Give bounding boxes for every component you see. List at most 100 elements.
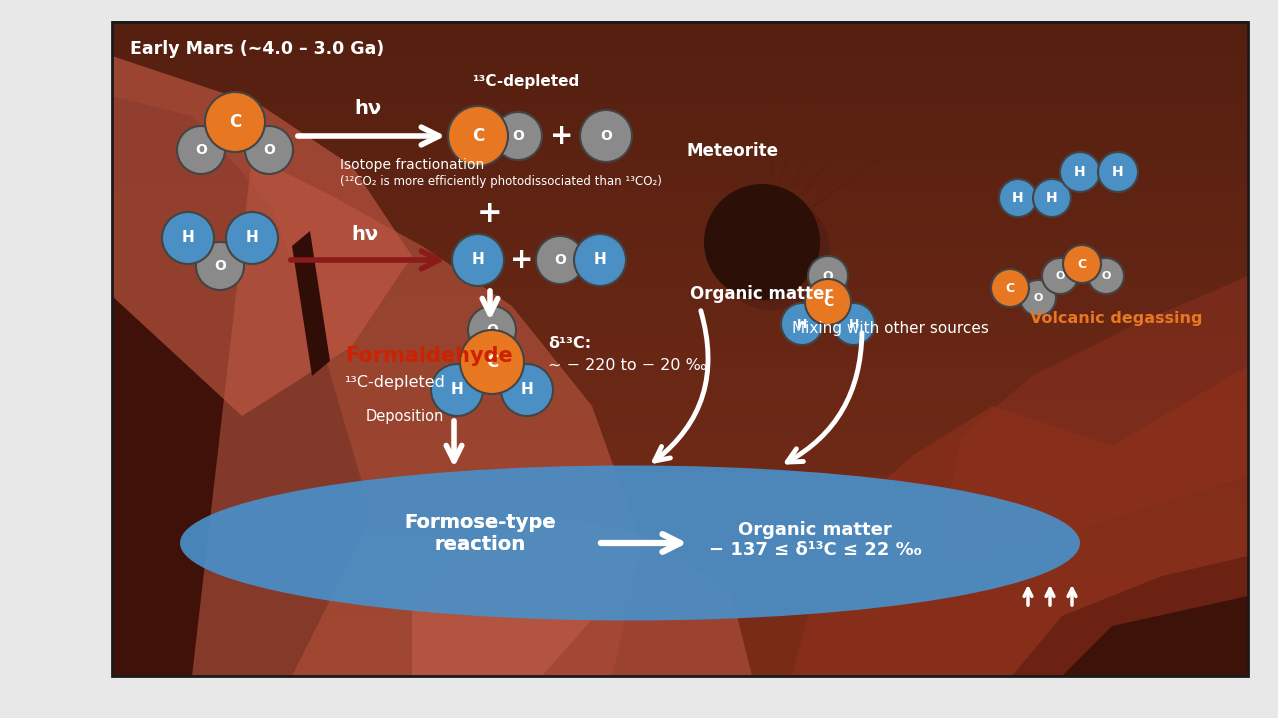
Bar bbox=[112, 293, 1249, 294]
Bar bbox=[112, 84, 1249, 85]
Circle shape bbox=[468, 306, 516, 354]
Bar bbox=[112, 401, 1249, 402]
Bar bbox=[112, 563, 1249, 564]
Text: C: C bbox=[472, 127, 484, 145]
Bar bbox=[112, 662, 1249, 663]
Bar bbox=[112, 511, 1249, 512]
Bar bbox=[112, 315, 1249, 316]
Bar bbox=[112, 455, 1249, 456]
Bar bbox=[112, 479, 1249, 480]
Bar bbox=[112, 637, 1249, 638]
Bar bbox=[112, 420, 1249, 421]
Circle shape bbox=[535, 236, 584, 284]
Bar bbox=[112, 583, 1249, 584]
Bar bbox=[112, 552, 1249, 553]
Circle shape bbox=[999, 179, 1036, 217]
Text: H: H bbox=[181, 230, 194, 246]
Bar bbox=[112, 25, 1249, 26]
Text: O: O bbox=[263, 143, 275, 157]
Bar bbox=[112, 39, 1249, 40]
Bar bbox=[112, 380, 1249, 381]
Bar bbox=[112, 447, 1249, 448]
Bar bbox=[112, 275, 1249, 276]
Bar bbox=[112, 75, 1249, 76]
Text: Formaldehyde: Formaldehyde bbox=[345, 346, 512, 366]
Bar bbox=[112, 460, 1249, 461]
Text: H: H bbox=[1012, 191, 1024, 205]
Bar bbox=[112, 183, 1249, 184]
Bar bbox=[112, 572, 1249, 573]
Bar bbox=[112, 423, 1249, 424]
Bar bbox=[112, 640, 1249, 641]
Bar bbox=[112, 185, 1249, 186]
Text: H: H bbox=[520, 383, 533, 398]
Bar bbox=[112, 241, 1249, 242]
Text: Organic matter: Organic matter bbox=[690, 285, 833, 303]
Bar bbox=[112, 278, 1249, 279]
Bar bbox=[112, 436, 1249, 437]
Bar bbox=[112, 145, 1249, 146]
Bar bbox=[112, 153, 1249, 154]
Bar bbox=[112, 77, 1249, 78]
Bar bbox=[112, 597, 1249, 598]
Circle shape bbox=[833, 303, 875, 345]
Bar bbox=[112, 471, 1249, 472]
Bar bbox=[112, 608, 1249, 609]
Bar bbox=[112, 60, 1249, 61]
Bar bbox=[112, 96, 1249, 97]
Bar bbox=[112, 617, 1249, 618]
Bar bbox=[112, 304, 1249, 305]
Bar bbox=[112, 204, 1249, 205]
Bar bbox=[112, 600, 1249, 601]
Bar bbox=[112, 227, 1249, 228]
Bar bbox=[112, 618, 1249, 619]
Bar bbox=[112, 56, 1249, 57]
Bar bbox=[112, 320, 1249, 321]
Bar bbox=[112, 91, 1249, 92]
Bar bbox=[112, 344, 1249, 345]
Bar bbox=[112, 492, 1249, 493]
Polygon shape bbox=[412, 516, 751, 676]
Bar bbox=[112, 414, 1249, 415]
Bar bbox=[112, 57, 1249, 58]
Text: +: + bbox=[551, 122, 574, 150]
Bar bbox=[112, 167, 1249, 168]
Bar bbox=[112, 398, 1249, 399]
Bar bbox=[112, 46, 1249, 47]
Bar bbox=[112, 122, 1249, 123]
Bar bbox=[112, 324, 1249, 325]
Bar bbox=[112, 355, 1249, 356]
Circle shape bbox=[226, 212, 279, 264]
Bar bbox=[112, 137, 1249, 138]
Bar bbox=[112, 402, 1249, 403]
Bar bbox=[112, 309, 1249, 310]
Bar bbox=[112, 424, 1249, 425]
Bar bbox=[112, 180, 1249, 181]
Bar bbox=[112, 233, 1249, 234]
Bar bbox=[112, 569, 1249, 570]
Text: O: O bbox=[213, 259, 226, 273]
Bar bbox=[112, 163, 1249, 164]
Bar bbox=[112, 79, 1249, 80]
Bar bbox=[112, 456, 1249, 457]
Text: Isotope fractionation: Isotope fractionation bbox=[340, 158, 484, 172]
Bar bbox=[112, 606, 1249, 607]
Bar bbox=[112, 371, 1249, 372]
Bar bbox=[112, 360, 1249, 361]
Bar bbox=[112, 230, 1249, 231]
Bar bbox=[112, 247, 1249, 248]
Bar bbox=[112, 518, 1249, 519]
Bar bbox=[112, 540, 1249, 541]
Bar bbox=[112, 288, 1249, 289]
Bar bbox=[112, 71, 1249, 72]
Bar bbox=[112, 217, 1249, 218]
Bar bbox=[112, 22, 1249, 23]
Bar bbox=[112, 50, 1249, 51]
Bar bbox=[112, 28, 1249, 29]
Bar bbox=[112, 347, 1249, 348]
Bar bbox=[112, 417, 1249, 418]
Circle shape bbox=[781, 303, 823, 345]
Bar bbox=[112, 515, 1249, 516]
Bar bbox=[112, 117, 1249, 118]
Bar bbox=[112, 590, 1249, 591]
